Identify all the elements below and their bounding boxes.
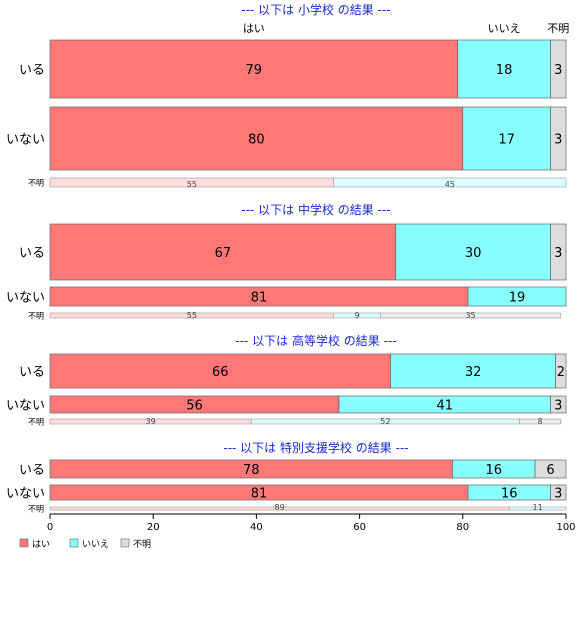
row-label-1-2: 不明 xyxy=(28,312,44,321)
bar-segment-2-0-0 xyxy=(49,353,391,389)
x-tick-label-5: 100 xyxy=(556,522,575,533)
bar-value-label-3-0-1: 16 xyxy=(485,463,502,478)
x-tick-label-2: 40 xyxy=(250,522,263,533)
bar-segment-0-2-1 xyxy=(333,177,567,188)
bar-segment-2-0-2 xyxy=(555,353,567,389)
bar-value-label-3-2-1: 11 xyxy=(533,503,543,512)
legend-swatch-1 xyxy=(69,538,79,548)
bar-value-label-2-0-2: 2 xyxy=(557,365,565,380)
bar-value-label-2-1-1: 41 xyxy=(436,399,453,414)
row-label-3-2: 不明 xyxy=(28,505,44,514)
panel-title-3: --- 以下は 特別支援学校 の結果 --- xyxy=(223,440,408,455)
x-tick-label-0: 0 xyxy=(47,522,53,533)
bar-value-label-3-0-2: 6 xyxy=(546,463,554,478)
bar-value-label-1-1-1: 19 xyxy=(509,291,526,306)
bar-segment-2-2-2 xyxy=(519,418,562,425)
bar-value-label-1-2-2: 35 xyxy=(465,311,475,320)
top-category-label-0: はい xyxy=(243,22,265,35)
bar-value-label-3-1-1: 16 xyxy=(501,487,518,502)
legend-label-1: いいえ xyxy=(82,539,109,550)
bar-segment-2-0-1 xyxy=(390,353,557,389)
bar-value-label-0-0-2: 3 xyxy=(554,63,562,78)
legend-swatch-0 xyxy=(19,538,29,548)
bar-segment-3-1-2 xyxy=(550,484,567,501)
bar-value-label-1-2-0: 55 xyxy=(187,311,197,320)
bar-segment-3-0-2 xyxy=(534,459,567,479)
bar-value-label-2-0-1: 32 xyxy=(465,365,482,380)
bar-segment-0-1-0 xyxy=(49,106,464,171)
bar-segment-1-1-1 xyxy=(467,286,567,307)
bar-value-label-0-1-1: 17 xyxy=(498,133,515,148)
bar-value-label-0-1-0: 80 xyxy=(248,133,265,148)
x-tick-label-4: 80 xyxy=(456,522,469,533)
panel-title-0: --- 以下は 小学校 の結果 --- xyxy=(241,2,390,17)
top-category-label-2: 不明 xyxy=(547,22,569,35)
bar-value-label-0-2-1: 45 xyxy=(445,180,455,189)
bar-value-label-1-0-2: 3 xyxy=(554,246,562,261)
row-label-0-1: いない xyxy=(6,133,45,148)
bar-value-label-1-1-0: 81 xyxy=(251,291,268,306)
x-tick-label-3: 60 xyxy=(353,522,366,533)
row-label-0-2: 不明 xyxy=(28,179,44,188)
bar-value-label-2-2-1: 52 xyxy=(380,417,390,426)
legend-swatch-2 xyxy=(120,538,130,548)
bar-value-label-3-1-2: 3 xyxy=(554,487,562,502)
bar-value-label-3-1-0: 81 xyxy=(251,487,268,502)
bar-value-label-2-2-2: 8 xyxy=(538,417,543,426)
row-label-3-0: いる xyxy=(19,463,45,478)
bar-value-label-2-1-2: 3 xyxy=(554,399,562,414)
bar-segment-1-0-2 xyxy=(550,223,567,281)
bar-value-label-1-0-1: 30 xyxy=(465,246,482,261)
bar-value-label-0-0-1: 18 xyxy=(496,63,513,78)
bar-segment-0-0-0 xyxy=(49,39,458,99)
row-label-1-0: いる xyxy=(19,246,45,261)
legend-label-2: 不明 xyxy=(133,539,151,550)
panel-title-1: --- 以下は 中学校 の結果 --- xyxy=(241,202,390,217)
row-label-2-1: いない xyxy=(6,399,45,414)
bar-segment-0-0-2 xyxy=(550,39,567,99)
row-label-2-0: いる xyxy=(19,365,45,380)
bar-value-label-0-2-0: 55 xyxy=(187,180,197,189)
x-tick-label-1: 20 xyxy=(147,522,160,533)
bar-segment-3-2-1 xyxy=(508,506,567,511)
bar-value-label-1-2-1: 9 xyxy=(354,311,359,320)
bar-segment-0-1-1 xyxy=(462,106,551,171)
bar-segment-2-1-2 xyxy=(550,395,567,414)
bar-value-label-2-1-0: 56 xyxy=(186,399,203,414)
bar-value-label-0-0-0: 79 xyxy=(246,63,263,78)
bar-value-label-2-0-0: 66 xyxy=(212,365,229,380)
row-label-1-1: いない xyxy=(6,291,45,306)
row-label-2-2: 不明 xyxy=(28,418,44,427)
bar-segment-1-0-1 xyxy=(395,223,551,281)
legend-label-0: はい xyxy=(32,539,50,550)
bar-segment-1-2-2 xyxy=(379,312,562,319)
bar-segment-1-0-0 xyxy=(49,223,397,281)
bar-value-label-3-0-0: 78 xyxy=(243,463,260,478)
panel-title-2: --- 以下は 高等学校 の結果 --- xyxy=(235,333,396,348)
bar-segment-0-0-1 xyxy=(457,39,551,99)
bar-value-label-3-2-0: 89 xyxy=(275,503,285,512)
top-category-label-1: いいえ xyxy=(488,22,521,35)
row-label-3-1: いない xyxy=(6,487,45,502)
bar-value-label-1-0-0: 67 xyxy=(215,246,232,261)
row-label-0-0: いる xyxy=(19,63,45,78)
bar-value-label-2-2-0: 39 xyxy=(146,417,156,426)
bar-value-label-0-1-2: 3 xyxy=(554,133,562,148)
bar-segment-0-1-2 xyxy=(550,106,567,171)
